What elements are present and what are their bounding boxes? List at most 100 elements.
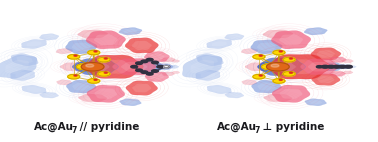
Circle shape xyxy=(157,65,164,68)
Polygon shape xyxy=(317,76,335,83)
Polygon shape xyxy=(5,60,29,74)
Polygon shape xyxy=(22,85,46,94)
Polygon shape xyxy=(174,72,178,73)
Circle shape xyxy=(131,65,138,68)
Polygon shape xyxy=(0,55,37,79)
Polygon shape xyxy=(308,62,331,72)
Polygon shape xyxy=(57,80,72,85)
Polygon shape xyxy=(132,41,152,50)
Polygon shape xyxy=(164,73,172,75)
Polygon shape xyxy=(309,100,322,104)
Polygon shape xyxy=(161,58,175,62)
Polygon shape xyxy=(112,59,156,75)
Circle shape xyxy=(253,74,265,79)
Polygon shape xyxy=(39,34,59,40)
Polygon shape xyxy=(162,72,175,76)
Polygon shape xyxy=(257,62,279,72)
Polygon shape xyxy=(76,64,90,70)
Circle shape xyxy=(94,51,97,52)
Polygon shape xyxy=(245,81,254,84)
Polygon shape xyxy=(78,94,107,102)
Polygon shape xyxy=(229,35,240,39)
Text: ⊥ pyridine: ⊥ pyridine xyxy=(259,122,324,132)
Polygon shape xyxy=(182,55,222,79)
Circle shape xyxy=(76,64,91,70)
Polygon shape xyxy=(65,40,97,54)
Polygon shape xyxy=(333,72,342,75)
Polygon shape xyxy=(84,96,101,100)
Circle shape xyxy=(266,62,289,71)
Circle shape xyxy=(98,57,110,62)
Circle shape xyxy=(98,72,110,76)
Polygon shape xyxy=(16,56,33,63)
Polygon shape xyxy=(94,88,117,99)
Circle shape xyxy=(279,79,282,80)
Polygon shape xyxy=(124,29,137,34)
Polygon shape xyxy=(271,31,311,49)
Circle shape xyxy=(104,58,107,59)
Polygon shape xyxy=(207,85,231,94)
Polygon shape xyxy=(43,93,55,97)
Polygon shape xyxy=(269,96,287,100)
Polygon shape xyxy=(65,64,82,69)
Circle shape xyxy=(290,72,293,73)
Polygon shape xyxy=(350,66,355,67)
Circle shape xyxy=(259,75,262,76)
Polygon shape xyxy=(309,29,322,34)
Polygon shape xyxy=(119,28,142,35)
Circle shape xyxy=(152,70,158,72)
Circle shape xyxy=(164,66,169,68)
Polygon shape xyxy=(311,48,341,60)
Polygon shape xyxy=(174,60,178,62)
Text: Ac@Au: Ac@Au xyxy=(34,122,74,132)
Circle shape xyxy=(253,55,265,59)
Polygon shape xyxy=(125,38,158,53)
Polygon shape xyxy=(126,81,158,95)
Circle shape xyxy=(84,65,88,66)
Circle shape xyxy=(68,74,80,79)
Polygon shape xyxy=(225,34,244,40)
Polygon shape xyxy=(201,56,218,63)
Polygon shape xyxy=(72,43,91,51)
Circle shape xyxy=(290,58,293,59)
Polygon shape xyxy=(22,39,46,49)
Circle shape xyxy=(316,66,322,68)
Circle shape xyxy=(327,65,335,68)
Polygon shape xyxy=(164,58,172,61)
Polygon shape xyxy=(225,92,244,98)
Polygon shape xyxy=(241,48,258,54)
Circle shape xyxy=(321,65,329,68)
Circle shape xyxy=(88,50,100,55)
Polygon shape xyxy=(144,51,169,62)
Polygon shape xyxy=(124,100,137,104)
Text: Ac@Au: Ac@Au xyxy=(217,122,257,132)
Circle shape xyxy=(283,72,295,76)
Polygon shape xyxy=(344,60,351,62)
Circle shape xyxy=(339,65,346,68)
Polygon shape xyxy=(229,93,240,97)
Polygon shape xyxy=(349,66,356,68)
Polygon shape xyxy=(212,87,226,92)
Polygon shape xyxy=(96,60,131,74)
Polygon shape xyxy=(132,84,151,92)
Circle shape xyxy=(262,64,277,70)
Polygon shape xyxy=(94,34,118,45)
Polygon shape xyxy=(263,30,293,38)
Circle shape xyxy=(345,65,352,68)
Polygon shape xyxy=(167,65,179,68)
Polygon shape xyxy=(339,65,347,68)
Text: 7: 7 xyxy=(254,126,260,135)
Polygon shape xyxy=(267,54,330,79)
Circle shape xyxy=(273,79,285,83)
Polygon shape xyxy=(201,72,215,79)
Polygon shape xyxy=(172,71,180,74)
Polygon shape xyxy=(245,49,254,53)
Text: // pyridine: // pyridine xyxy=(76,122,139,132)
Polygon shape xyxy=(251,40,282,54)
Polygon shape xyxy=(59,49,69,53)
Polygon shape xyxy=(196,70,220,81)
Polygon shape xyxy=(330,71,345,76)
Polygon shape xyxy=(134,61,164,73)
Polygon shape xyxy=(84,32,102,37)
Polygon shape xyxy=(321,63,343,71)
